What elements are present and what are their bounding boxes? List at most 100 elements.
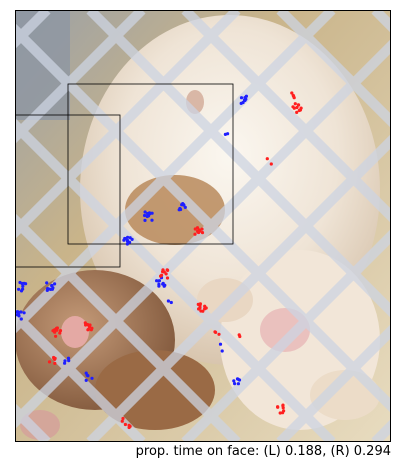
gaze-point-left [243,96,247,100]
fence-wire [181,228,391,442]
gaze-point-left [218,342,223,346]
gaze-point-right [86,327,91,331]
gaze-point-left [239,96,244,100]
axes-frame [15,10,391,442]
gaze-points-right [47,91,303,430]
gaze-point-right [299,106,303,110]
gaze-point-right [276,405,280,409]
gaze-point-left [182,203,186,207]
gaze-point-left [85,373,89,377]
gaze-point-right [53,361,57,365]
gaze-point-left [236,382,240,386]
gaze-point-right [278,411,282,415]
photo-plot [15,10,391,442]
gaze-point-right [89,328,93,332]
gaze-point-right [295,105,299,110]
aoi-box-face [67,83,234,245]
gaze-point-left [53,282,57,286]
gaze-point-left [145,212,150,216]
gaze-point-left [63,361,67,365]
gaze-point-left [63,359,67,363]
gaze-point-left [47,287,51,291]
gaze-point-right [265,157,269,161]
gaze-point-right [127,423,131,427]
fence-wire [181,10,391,224]
photo-canvas [15,10,391,442]
gaze-point-left [220,349,224,353]
fence-wire [86,133,391,442]
gaze-point-left [166,299,170,303]
gaze-point-left [45,281,49,285]
gaze-point-left [84,378,88,382]
gaze-point-right [292,106,296,110]
gaze-point-left [50,287,55,291]
gaze-point-right [58,329,63,333]
baby-monkey-ear [61,316,89,348]
gaze-point-left [67,359,71,363]
gaze-point-right [47,360,52,364]
gaze-point-left [66,356,71,360]
gaze-point-left [183,205,187,209]
gaze-point-right [204,306,208,310]
gaze-point-left [19,317,23,321]
gaze-point-left [90,376,94,380]
gaze-points-left [15,94,248,386]
gaze-point-right [164,272,168,276]
baby-monkey-hand [20,410,60,440]
aoi-box-baby [15,114,121,268]
fence-mesh [15,10,391,442]
gaze-point-right [55,328,59,332]
gaze-point-right [290,91,294,95]
gaze-point-right [238,334,242,339]
gaze-point-left [17,287,21,291]
gaze-point-left [233,382,237,386]
gaze-point-right [213,330,217,334]
gaze-point-left [223,132,227,136]
gaze-point-right [120,419,124,423]
gaze-point-right [197,307,201,311]
gaze-point-left [150,211,154,215]
gaze-point-right [269,162,273,166]
gaze-point-right [201,309,205,313]
gaze-point-right [198,302,202,306]
gaze-point-left [128,236,132,240]
gaze-point-right [160,273,164,277]
gaze-point-right [123,422,127,427]
gaze-point-right [293,102,297,106]
gaze-point-right [292,96,296,100]
gaze-point-right [282,409,286,413]
gaze-point-left [143,213,147,218]
gaze-point-left [22,311,26,315]
gaze-point-left [20,281,24,286]
gaze-point-right [83,321,87,325]
gaze-point-left [143,218,147,222]
gaze-point-left [169,300,173,305]
gaze-point-right [58,331,62,335]
gaze-point-right [53,356,57,360]
gaze-point-left [21,284,25,288]
gaze-point-right [165,268,169,272]
gaze-point-left [19,310,23,314]
gaze-point-left [155,279,159,283]
gaze-point-left [241,100,245,105]
gaze-point-left [124,237,128,241]
gaze-point-left [232,379,236,383]
gaze-point-left [237,378,242,382]
fence-wire [276,10,391,129]
gaze-point-left [15,310,19,314]
gaze-point-right [281,404,285,408]
gaze-point-right [127,425,131,430]
gaze-point-right [217,332,221,336]
gaze-point-left [150,218,154,222]
gaze-point-left [19,289,24,293]
gaze-point-right [165,276,170,280]
gaze-point-right [53,330,57,334]
gaze-point-left [179,207,183,212]
gaze-point-left [145,214,149,219]
gaze-point-right [121,416,125,421]
gaze-point-right [195,226,200,230]
gaze-point-right [200,227,204,231]
gaze-point-left [17,312,21,316]
face-time-caption: prop. time on face: (L) 0.188, (R) 0.294 [135,444,391,459]
